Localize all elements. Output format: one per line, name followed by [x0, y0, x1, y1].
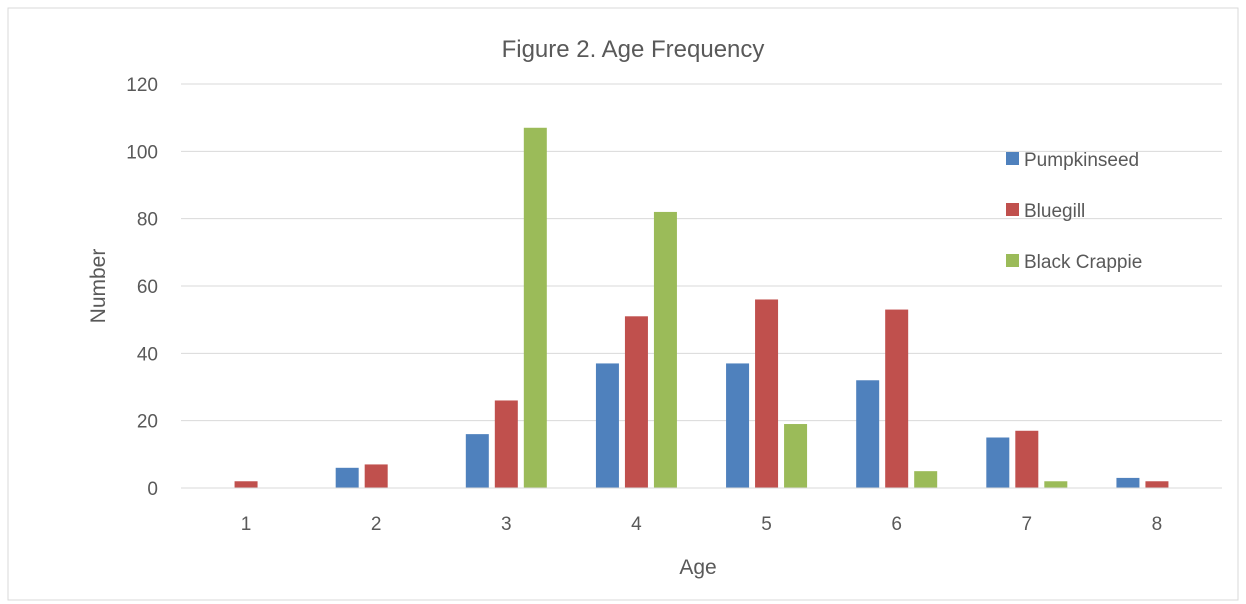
- bar-bluegill-age-4: [624, 316, 648, 488]
- legend: Pumpkinseed Bluegill Black Crappie: [1006, 150, 1142, 273]
- y-tick-label: 0: [147, 479, 158, 500]
- bar-pumpkinseed-age-6: [856, 380, 880, 488]
- y-tick-labels: 0 20 40 60 80 100 120: [126, 75, 158, 500]
- x-tick-label: 4: [631, 514, 642, 535]
- chart-title: Figure 2. Age Frequency: [502, 36, 765, 63]
- x-tick-label: 3: [501, 514, 512, 535]
- x-tick-labels: 1 2 3 4 5 6 7 8: [241, 514, 1162, 535]
- bar-black-crappie-age-3: [523, 127, 547, 489]
- bar-pumpkinseed-age-2: [335, 467, 359, 488]
- y-tick-label: 20: [137, 412, 158, 433]
- legend-label: Pumpkinseed: [1024, 150, 1139, 171]
- bar-bluegill-age-6: [885, 309, 909, 488]
- y-tick-label: 80: [137, 210, 158, 231]
- x-tick-label: 2: [371, 514, 382, 535]
- y-tick-label: 60: [137, 277, 158, 298]
- y-tick-label: 120: [126, 75, 158, 96]
- bar-black-crappie-age-5: [784, 424, 808, 488]
- chart-border: [7, 7, 1239, 601]
- y-tick-label: 40: [137, 344, 158, 365]
- bar-pumpkinseed-age-3: [465, 434, 489, 488]
- y-axis-label: Number: [87, 249, 110, 324]
- bar-bluegill-age-5: [755, 299, 779, 488]
- gridlines: [181, 83, 1222, 422]
- bar-black-crappie-age-4: [653, 211, 677, 488]
- bar-bluegill-age-1: [234, 481, 258, 488]
- legend-swatch: [1006, 152, 1019, 165]
- legend-label: Bluegill: [1024, 201, 1085, 222]
- x-tick-label: 1: [241, 514, 252, 535]
- bar-bluegill-age-2: [364, 464, 388, 488]
- legend-label: Black Crappie: [1024, 252, 1142, 273]
- bar-bluegill-age-7: [1015, 430, 1039, 488]
- x-tick-label: 6: [891, 514, 902, 535]
- legend-swatch: [1006, 254, 1019, 267]
- bar-pumpkinseed-age-4: [595, 363, 619, 488]
- x-tick-label: 5: [761, 514, 772, 535]
- bar-pumpkinseed-age-8: [1116, 477, 1140, 488]
- bar-pumpkinseed-age-5: [726, 363, 750, 488]
- bar-bluegill-age-3: [494, 400, 518, 488]
- legend-swatch: [1006, 203, 1019, 216]
- bars: [234, 127, 1169, 489]
- bar-bluegill-age-8: [1145, 481, 1169, 488]
- y-tick-label: 100: [126, 142, 158, 163]
- bar-black-crappie-age-6: [914, 471, 938, 488]
- x-tick-label: 7: [1022, 514, 1033, 535]
- bar-black-crappie-age-7: [1044, 481, 1068, 488]
- x-tick-label: 8: [1152, 514, 1163, 535]
- bar-pumpkinseed-age-7: [986, 437, 1010, 488]
- x-axis-label: Age: [679, 556, 716, 579]
